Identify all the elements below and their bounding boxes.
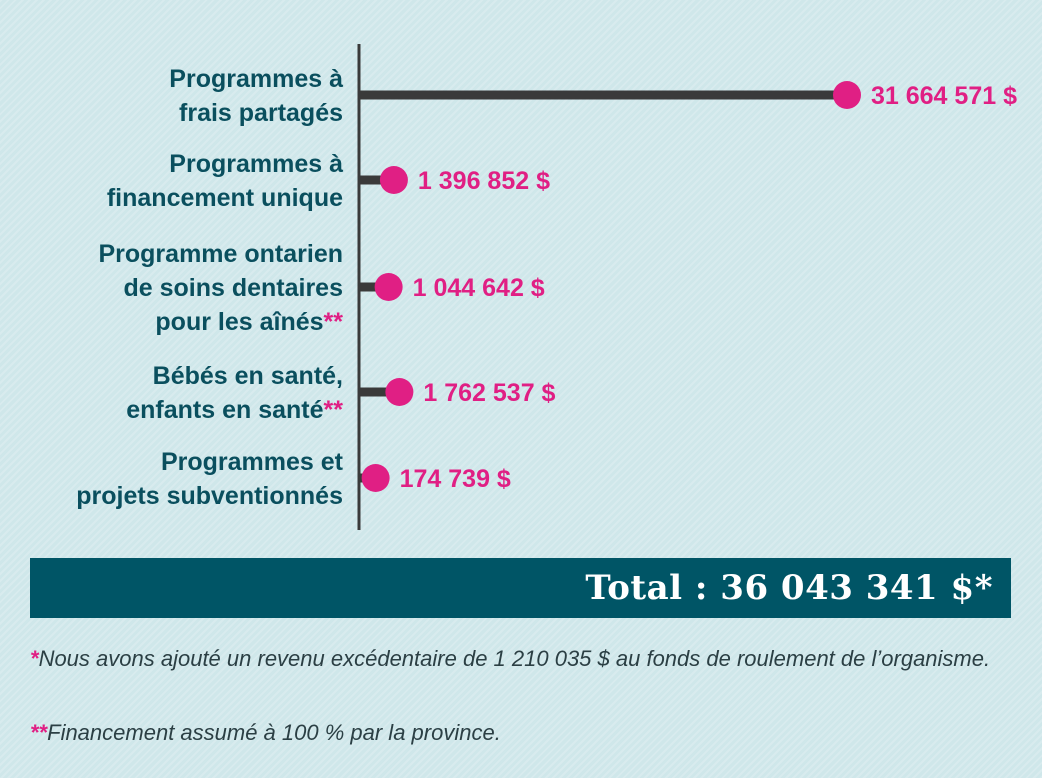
footnote-provincial: **Financement assumé à 100 % par la prov… bbox=[30, 716, 1010, 749]
dot-marker-3 bbox=[385, 378, 414, 406]
category-label-2: Programme ontarien de soins dentaires pour… bbox=[98, 240, 343, 336]
value-label-2: 1 044 642 $ bbox=[413, 274, 545, 302]
value-label-1: 1 396 852 $ bbox=[418, 167, 550, 195]
dot-marker-1 bbox=[379, 166, 408, 194]
category-label-3: Bébés en santé, enfants en santé** bbox=[126, 362, 343, 424]
dot-marker-4 bbox=[361, 464, 390, 492]
dot-marker-0 bbox=[833, 81, 861, 109]
footnote-mark-single: * bbox=[30, 646, 39, 671]
value-label-3: 1 762 537 $ bbox=[423, 379, 555, 407]
lollipop-chart: 31 664 571 $ Programmes à frais partagés 1 … bbox=[76, 44, 1017, 530]
footnote-mark-double: ** bbox=[30, 720, 48, 745]
total-banner: Total : 36 043 341 $* bbox=[30, 558, 1011, 618]
footnote-surplus: *Nous avons ajouté un revenu excédentair… bbox=[30, 642, 1010, 675]
value-label-4: 174 739 $ bbox=[400, 465, 511, 493]
category-label-0: Programmes à frais partagés bbox=[169, 65, 343, 127]
dot-marker-2 bbox=[374, 273, 403, 301]
footnote-surplus-text: Nous avons ajouté un revenu excédentaire… bbox=[38, 646, 991, 671]
value-label-0: 31 664 571 $ bbox=[871, 82, 1017, 110]
footnote-provincial-text: Financement assumé à 100 % par la provin… bbox=[47, 720, 501, 745]
category-label-4: Programmes et projets subventionnés bbox=[76, 448, 343, 510]
total-amount: Total : 36 043 341 $* bbox=[585, 568, 993, 608]
category-label-1: Programmes à financement unique bbox=[107, 150, 343, 212]
